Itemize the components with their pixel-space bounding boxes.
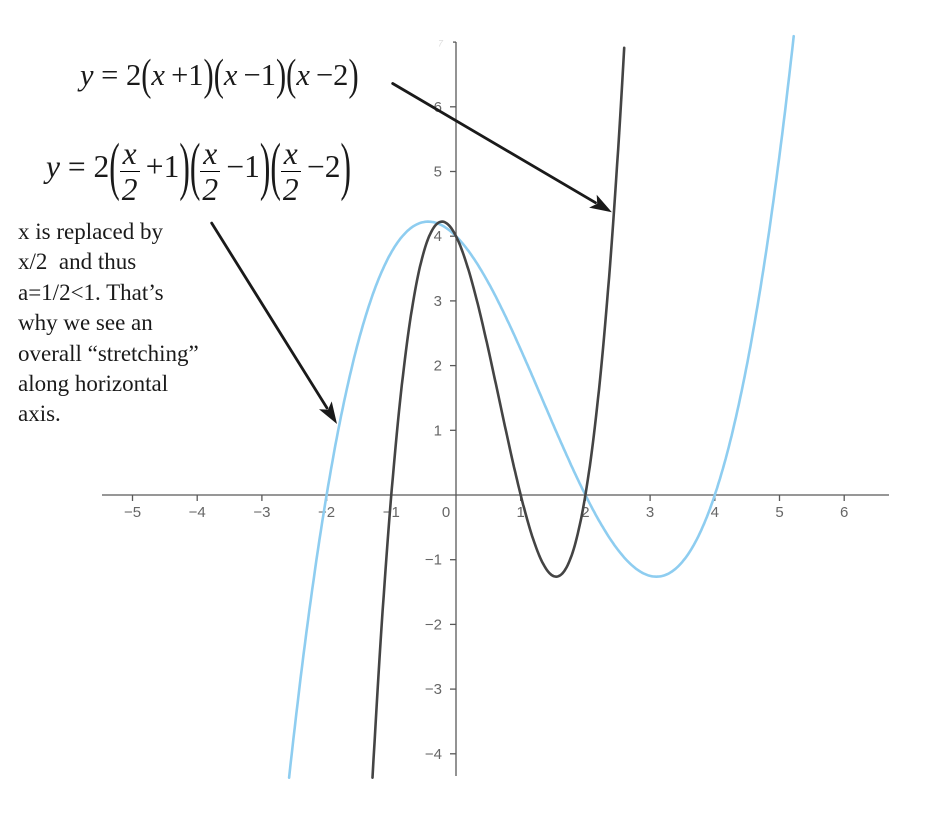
svg-text:4: 4 [434, 228, 442, 245]
svg-text:−2: −2 [318, 504, 335, 521]
svg-text:−3: −3 [425, 681, 442, 698]
svg-text:5: 5 [775, 504, 783, 521]
svg-text:−2: −2 [425, 616, 442, 633]
svg-text:−4: −4 [189, 504, 206, 521]
svg-text:3: 3 [646, 504, 654, 521]
svg-text:1: 1 [434, 422, 442, 439]
svg-text:7: 7 [438, 39, 444, 49]
svg-text:5: 5 [434, 164, 442, 181]
svg-text:−5: −5 [124, 504, 141, 521]
svg-text:0: 0 [442, 504, 450, 521]
svg-text:3: 3 [434, 293, 442, 310]
svg-text:2: 2 [434, 358, 442, 375]
svg-text:−4: −4 [425, 746, 442, 763]
svg-text:6: 6 [840, 504, 848, 521]
svg-text:−1: −1 [425, 552, 442, 569]
svg-text:−3: −3 [253, 504, 270, 521]
